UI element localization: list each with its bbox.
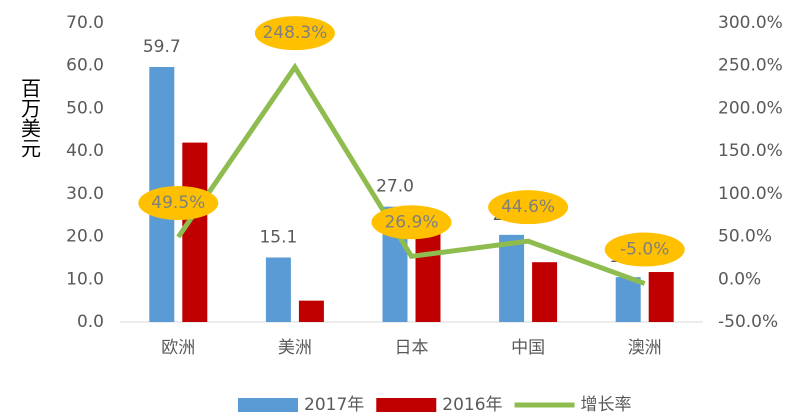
bar: [532, 262, 558, 322]
data-label: 27.0: [376, 177, 414, 197]
bar: [265, 257, 291, 322]
y-tick-label: 30.0: [66, 184, 104, 204]
y2-tick-label: 50.0%: [718, 227, 772, 247]
x-tick-label: 澳洲: [628, 338, 662, 358]
bar: [298, 300, 324, 322]
y-axis-title: 百万美元: [18, 78, 42, 158]
bar: [615, 277, 641, 322]
y-tick-label: 70.0: [66, 13, 104, 33]
x-tick-label: 欧洲: [161, 338, 195, 358]
y2-tick-label: 300.0%: [718, 13, 783, 33]
y2-tick-label: 0.0%: [718, 269, 761, 289]
legend-label: 增长率: [581, 395, 632, 415]
x-tick-label: 日本: [395, 338, 429, 358]
bar: [415, 232, 441, 322]
data-label: 49.5%: [151, 193, 205, 213]
y2-tick-label: 150.0%: [718, 141, 783, 161]
data-label: 44.6%: [501, 197, 555, 217]
legend-label: 2017年: [304, 395, 364, 415]
y2-tick-label: -50.0%: [718, 312, 778, 332]
bar: [499, 234, 525, 322]
y2-tick-label: 250.0%: [718, 56, 783, 76]
bar: [182, 142, 208, 322]
label-bubble: [488, 190, 569, 225]
data-label: 26.9%: [384, 212, 438, 232]
data-label: 15.1: [259, 228, 297, 248]
label-bubble: [138, 185, 219, 220]
y2-tick-label: 100.0%: [718, 184, 783, 204]
y-tick-label: 60.0: [66, 56, 104, 76]
y-tick-label: 0.0: [77, 312, 104, 332]
label-bubble: [254, 16, 335, 51]
data-label: -5.0%: [620, 240, 669, 260]
legend-label: 2016年: [442, 395, 502, 415]
label-bubble: [371, 205, 452, 240]
legend-swatch: [376, 398, 437, 412]
y-tick-label: 40.0: [66, 141, 104, 161]
bar: [648, 272, 674, 322]
data-label: 248.3%: [262, 23, 327, 43]
y-tick-label: 20.0: [66, 227, 104, 247]
x-tick-label: 美洲: [278, 338, 312, 358]
y-tick-label: 50.0: [66, 98, 104, 118]
y-tick-label: 10.0: [66, 269, 104, 289]
line: [176, 62, 646, 286]
x-tick-label: 中国: [511, 338, 545, 358]
y2-tick-label: 200.0%: [718, 98, 783, 118]
label-bubble: [604, 232, 685, 267]
data-label: 59.7: [143, 37, 181, 57]
legend-swatch: [238, 398, 298, 412]
